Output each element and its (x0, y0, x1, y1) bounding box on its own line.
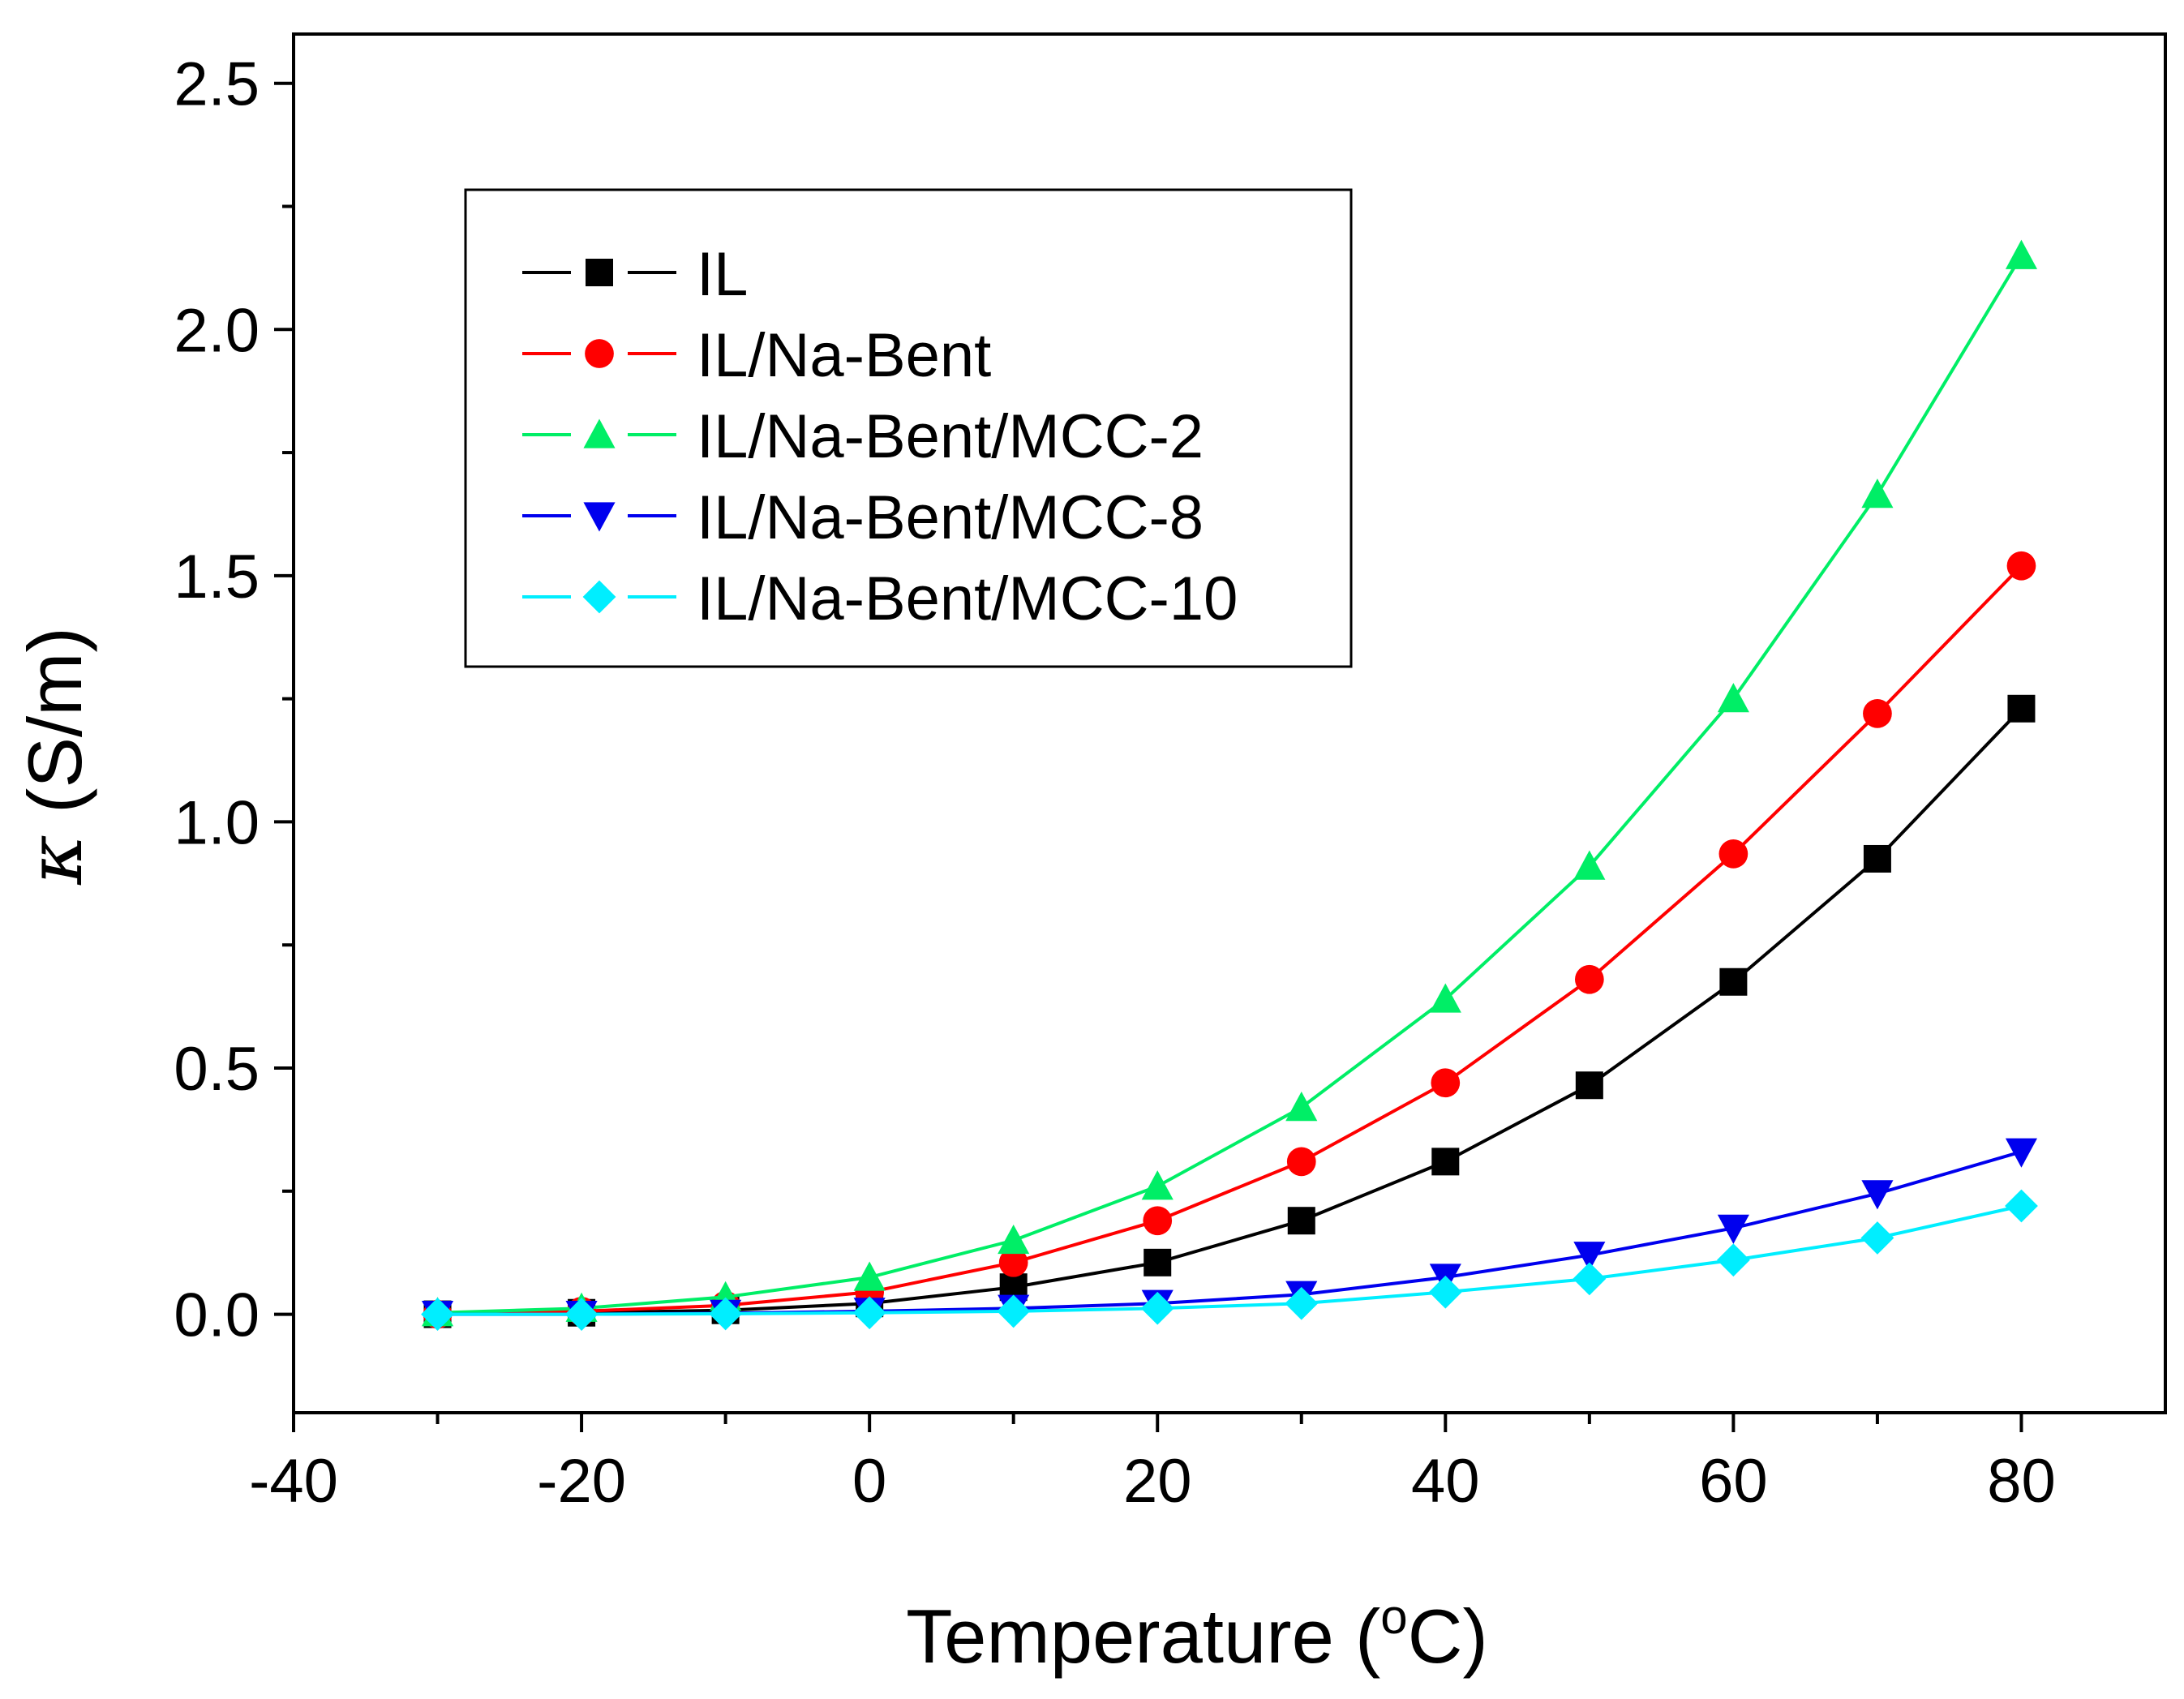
series-line-il-na-bent-mcc-2 (437, 255, 2023, 1315)
data-point-il (1287, 1207, 1315, 1235)
x-tick-label: 0 (852, 1447, 886, 1516)
legend-label-il-na-bent: IL/Na-Bent (697, 321, 991, 390)
legend-marker-il (586, 259, 613, 286)
data-point-il-na-bent-mcc-2 (1717, 683, 1749, 713)
data-point-il (1863, 844, 1891, 873)
legend-marker-il-na-bent-mcc-8 (583, 502, 616, 532)
y-tick-label: 0.0 (174, 1281, 260, 1350)
data-point-il-na-bent-mcc-2 (1285, 1092, 1318, 1122)
y-tick-label: 0.5 (174, 1035, 260, 1104)
series-line-il (437, 707, 2023, 1316)
data-point-il-na-bent-mcc-10 (852, 1296, 886, 1330)
legend-label-il-na-bent-mcc-2: IL/Na-Bent/MCC-2 (697, 402, 1204, 471)
data-point-il-na-bent-mcc-2 (1429, 983, 1461, 1013)
legend-label-il: IL (697, 240, 748, 309)
data-point-il-na-bent-mcc-2 (2005, 239, 2038, 269)
data-point-il-na-bent-mcc-8 (1861, 1180, 1894, 1210)
data-point-il-na-bent (1286, 1147, 1316, 1177)
legend-item-il-na-bent: IL/Na-Bent (522, 321, 991, 390)
data-point-il-na-bent (2006, 551, 2036, 581)
y-tick-label: 1.0 (174, 788, 260, 857)
x-axis-title-degree: o (1380, 1590, 1407, 1644)
x-tick-label: -40 (249, 1447, 338, 1516)
data-point-il-na-bent (1718, 839, 1748, 869)
series-layer (421, 239, 2038, 1331)
y-tick-label: 1.5 (174, 543, 260, 611)
plot-frame (292, 32, 2167, 1414)
legend-marker-il-na-bent-mcc-2 (583, 418, 616, 448)
axis-ticks: -40 -20 0 20 40 60 80 0.0 0.5 1.0 1.5 2.0 2.5 (174, 50, 2056, 1516)
x-axis-title-unit: C) (1408, 1594, 1488, 1679)
y-tick-label: 2.0 (174, 296, 260, 365)
data-point-il-na-bent-mcc-8 (2005, 1138, 2038, 1168)
x-axis-title-main: Temperature ( (906, 1594, 1380, 1679)
data-point-il-na-bent-mcc-2 (1141, 1170, 1174, 1200)
y-axis-title-unit: (S/m) (12, 627, 97, 834)
data-point-il-na-bent-mcc-10 (1285, 1286, 1319, 1320)
legend-label-il-na-bent-mcc-10: IL/Na-Bent/MCC-10 (697, 564, 1238, 633)
data-point-il-na-bent-mcc-8 (1717, 1214, 1749, 1244)
data-point-il-na-bent (1143, 1206, 1173, 1236)
data-point-il-na-bent-mcc-10 (1140, 1291, 1174, 1325)
x-tick-label: -20 (537, 1447, 626, 1516)
data-point-il-na-bent-mcc-2 (1573, 850, 1606, 880)
data-point-il-na-bent-mcc-10 (1860, 1221, 1894, 1255)
legend: IL IL/Na-Bent IL/Na-Bent/MCC-2 IL/Na-Bent/M… (464, 188, 1353, 668)
legend-item-il-na-bent-mcc-2: IL/Na-Bent/MCC-2 (522, 402, 1204, 471)
x-axis-title: Temperature (oC) (906, 1590, 1488, 1679)
data-point-il-na-bent-mcc-10 (1573, 1262, 1607, 1296)
data-point-il-na-bent (1863, 699, 1892, 728)
data-point-il-na-bent-mcc-2 (1861, 478, 1894, 508)
data-point-il-na-bent-mcc-8 (1573, 1242, 1606, 1272)
x-tick-label: 80 (1987, 1447, 2056, 1516)
data-point-il-na-bent-mcc-10 (1716, 1243, 1750, 1277)
y-tick-label: 2.5 (174, 50, 260, 119)
data-point-il-na-bent-mcc-2 (998, 1224, 1030, 1255)
x-tick-label: 40 (1411, 1447, 1480, 1516)
legend-item-il-na-bent-mcc-8: IL/Na-Bent/MCC-8 (522, 483, 1204, 552)
y-axis-title: κ (S/m) (11, 627, 100, 886)
data-point-il (1143, 1248, 1172, 1276)
data-point-il-na-bent-mcc-10 (564, 1298, 599, 1331)
data-point-il-na-bent-mcc-10 (997, 1294, 1031, 1328)
legend-marker-il-na-bent (585, 339, 614, 368)
legend-item-il-na-bent-mcc-10: IL/Na-Bent/MCC-10 (522, 564, 1238, 633)
x-tick-label: 20 (1123, 1447, 1192, 1516)
legend-item-il: IL (522, 240, 748, 309)
legend-marker-il-na-bent-mcc-10 (582, 580, 616, 614)
data-point-il (2007, 694, 2036, 723)
data-point-il-na-bent-mcc-10 (709, 1297, 743, 1331)
series-line-il-na-bent-mcc-10 (437, 1204, 2022, 1316)
data-point-il (1575, 1071, 1603, 1100)
y-axis-title-symbol: κ (11, 834, 100, 886)
data-point-il (1719, 967, 1748, 996)
data-point-il-na-bent-mcc-10 (2005, 1189, 2038, 1223)
series-il-na-bent-mcc-10 (421, 1189, 2038, 1331)
x-tick-label: 60 (1699, 1447, 1768, 1516)
data-point-il-na-bent (1431, 1068, 1461, 1098)
legend-label-il-na-bent-mcc-8: IL/Na-Bent/MCC-8 (697, 483, 1204, 552)
data-point-il-na-bent-mcc-10 (1428, 1275, 1462, 1309)
data-point-il-na-bent (998, 1247, 1028, 1277)
data-point-il-na-bent (1574, 964, 1604, 994)
data-point-il-na-bent-mcc-10 (421, 1298, 454, 1331)
data-point-il-na-bent-mcc-2 (853, 1261, 886, 1291)
series-line-il-na-bent (437, 564, 2023, 1316)
data-point-il (1431, 1148, 1460, 1176)
